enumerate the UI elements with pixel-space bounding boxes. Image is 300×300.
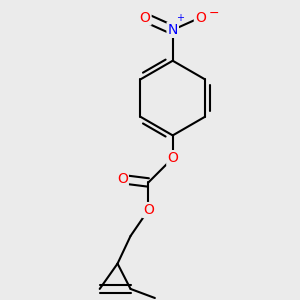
Text: O: O <box>195 11 206 25</box>
Text: O: O <box>143 203 154 217</box>
Text: O: O <box>117 172 128 186</box>
Text: O: O <box>167 151 178 165</box>
Text: N: N <box>167 23 178 37</box>
Text: +: + <box>176 13 184 22</box>
Text: −: − <box>209 7 219 20</box>
Text: O: O <box>140 11 151 25</box>
